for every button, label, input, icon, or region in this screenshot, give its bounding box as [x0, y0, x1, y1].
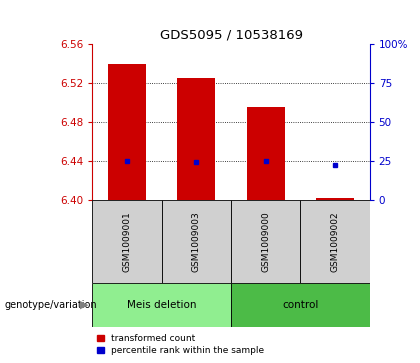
Bar: [300, 200, 370, 283]
Bar: [177, 78, 215, 200]
Legend: transformed count, percentile rank within the sample: transformed count, percentile rank withi…: [97, 334, 265, 355]
Text: GSM1009002: GSM1009002: [331, 211, 339, 272]
Bar: [316, 198, 354, 200]
Bar: [162, 200, 231, 283]
Text: control: control: [282, 300, 318, 310]
Bar: [92, 283, 231, 327]
Bar: [231, 283, 370, 327]
Text: GSM1009000: GSM1009000: [261, 211, 270, 272]
Bar: [108, 64, 146, 200]
Text: Meis deletion: Meis deletion: [127, 300, 197, 310]
Text: GSM1009001: GSM1009001: [123, 211, 131, 272]
Title: GDS5095 / 10538169: GDS5095 / 10538169: [160, 28, 302, 41]
Text: GSM1009003: GSM1009003: [192, 211, 201, 272]
Bar: [92, 200, 162, 283]
Text: genotype/variation: genotype/variation: [4, 300, 97, 310]
Bar: [247, 107, 285, 200]
Bar: [231, 200, 300, 283]
Text: ▶: ▶: [80, 300, 88, 310]
